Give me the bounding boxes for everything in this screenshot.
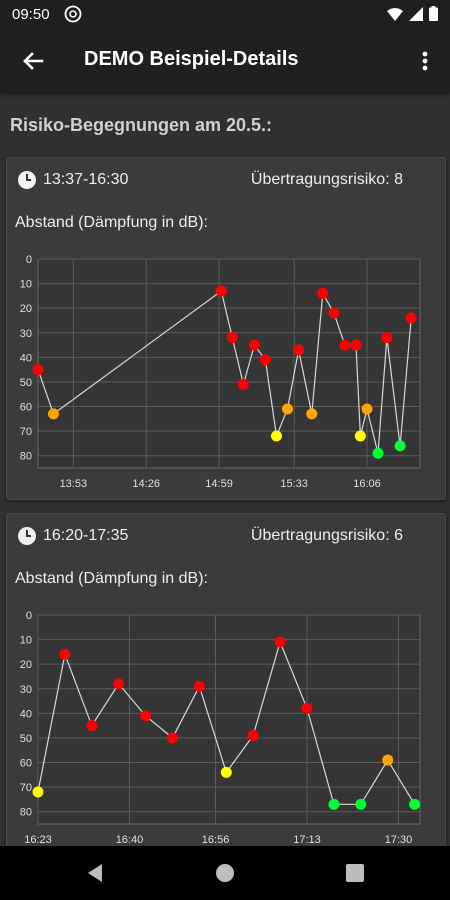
page-title: DEMO Beispiel-Details [84, 48, 299, 70]
x-tick-label: 14:59 [205, 478, 233, 490]
transmission-risk: Übertragungsrisiko: 6 [250, 527, 403, 544]
x-tick-label: 16:06 [353, 478, 381, 490]
y-tick-label: 0 [26, 254, 32, 266]
system-nav-bar [0, 846, 450, 900]
data-point [301, 702, 313, 714]
data-point [339, 339, 351, 351]
clock-icon [17, 170, 37, 190]
data-point [409, 798, 421, 810]
data-point [86, 720, 98, 732]
more-vert-icon[interactable] [410, 46, 440, 76]
data-point [394, 440, 406, 452]
y-tick-label: 60 [20, 758, 32, 770]
x-tick-label: 15:33 [280, 478, 308, 490]
data-point [354, 430, 366, 442]
nav-back-icon[interactable] [84, 861, 108, 885]
encounter-card: 16:20-17:35 Übertragungsrisiko: 6 Abstan… [6, 513, 446, 860]
data-point [350, 339, 362, 351]
data-point [220, 766, 232, 778]
battery-icon [429, 6, 438, 21]
status-icons [387, 6, 438, 21]
app-bar: DEMO Beispiel-Details [0, 30, 450, 92]
data-point [248, 339, 260, 351]
attenuation-chart: 0 10 20 30 40 50 60 70 80 16:23 16:40 16:56 17:13 17:… [20, 610, 421, 846]
data-point [59, 648, 71, 660]
data-point [274, 636, 286, 648]
data-point [215, 285, 227, 297]
notification-icon [64, 5, 82, 27]
encounter-card: 13:37-16:30 Übertragungsrisiko: 8 Abstan… [6, 157, 446, 500]
y-tick-label: 40 [20, 708, 32, 720]
y-tick-label: 50 [20, 733, 32, 745]
y-tick-label: 20 [20, 303, 32, 315]
y-tick-label: 30 [20, 684, 32, 696]
data-point [372, 447, 384, 459]
data-point [259, 354, 271, 366]
y-tick-label: 30 [20, 328, 32, 340]
y-tick-label: 50 [20, 377, 32, 389]
data-point [381, 332, 393, 344]
data-point [167, 732, 179, 744]
plot-area [37, 614, 421, 825]
data-point [405, 312, 417, 324]
data-point [355, 798, 367, 810]
chart-title: Abstand (Dämpfung in dB): [15, 570, 208, 587]
encounter-time-range: 13:37-16:30 [43, 171, 129, 188]
data-point [193, 680, 205, 692]
data-point [47, 408, 59, 420]
data-point [113, 678, 125, 690]
data-point [306, 408, 318, 420]
data-point [328, 307, 340, 319]
status-bar: 09:50 [0, 0, 450, 30]
data-point [32, 786, 44, 798]
y-tick-label: 20 [20, 659, 32, 671]
data-point [140, 710, 152, 722]
data-point [247, 729, 259, 741]
x-tick-label: 14:26 [132, 478, 160, 490]
encounter-time-range: 16:20-17:35 [43, 527, 129, 544]
x-tick-label: 16:56 [202, 834, 230, 846]
chart-title: Abstand (Dämpfung in dB): [15, 214, 208, 231]
section-title: Risiko-Begegnungen am 20.5.: [10, 115, 273, 135]
data-point [32, 364, 44, 376]
y-tick-label: 10 [20, 279, 32, 291]
y-tick-label: 80 [20, 451, 32, 463]
x-tick-label: 17:30 [385, 834, 413, 846]
transmission-risk: Übertragungsrisiko: 8 [250, 171, 403, 188]
nav-recents-icon[interactable] [343, 861, 367, 885]
nav-home-icon[interactable] [213, 861, 237, 885]
y-tick-label: 10 [20, 635, 32, 647]
y-tick-label: 40 [20, 352, 32, 364]
attenuation-chart: 0 10 20 30 40 50 60 70 80 13:53 14:26 14:59 15:33 16:… [20, 254, 421, 490]
data-point [328, 798, 340, 810]
x-tick-label: 17:13 [293, 834, 321, 846]
signal-icon [409, 6, 423, 21]
status-time: 09:50 [12, 6, 50, 23]
data-point [237, 378, 249, 390]
y-tick-label: 70 [20, 782, 32, 794]
arrow-back-icon[interactable] [18, 46, 48, 76]
wifi-icon [387, 7, 403, 21]
y-tick-label: 0 [26, 610, 32, 622]
clock-icon [17, 526, 37, 546]
x-tick-label: 13:53 [60, 478, 88, 490]
y-tick-label: 70 [20, 426, 32, 438]
data-point [317, 287, 329, 299]
y-tick-label: 80 [20, 807, 32, 819]
x-tick-label: 16:23 [24, 834, 52, 846]
data-point [270, 430, 282, 442]
x-tick-label: 16:40 [116, 834, 144, 846]
data-point [382, 754, 394, 766]
data-point [226, 332, 238, 344]
data-point [361, 403, 373, 415]
data-point [282, 403, 294, 415]
y-tick-label: 60 [20, 402, 32, 414]
data-point [293, 344, 305, 356]
